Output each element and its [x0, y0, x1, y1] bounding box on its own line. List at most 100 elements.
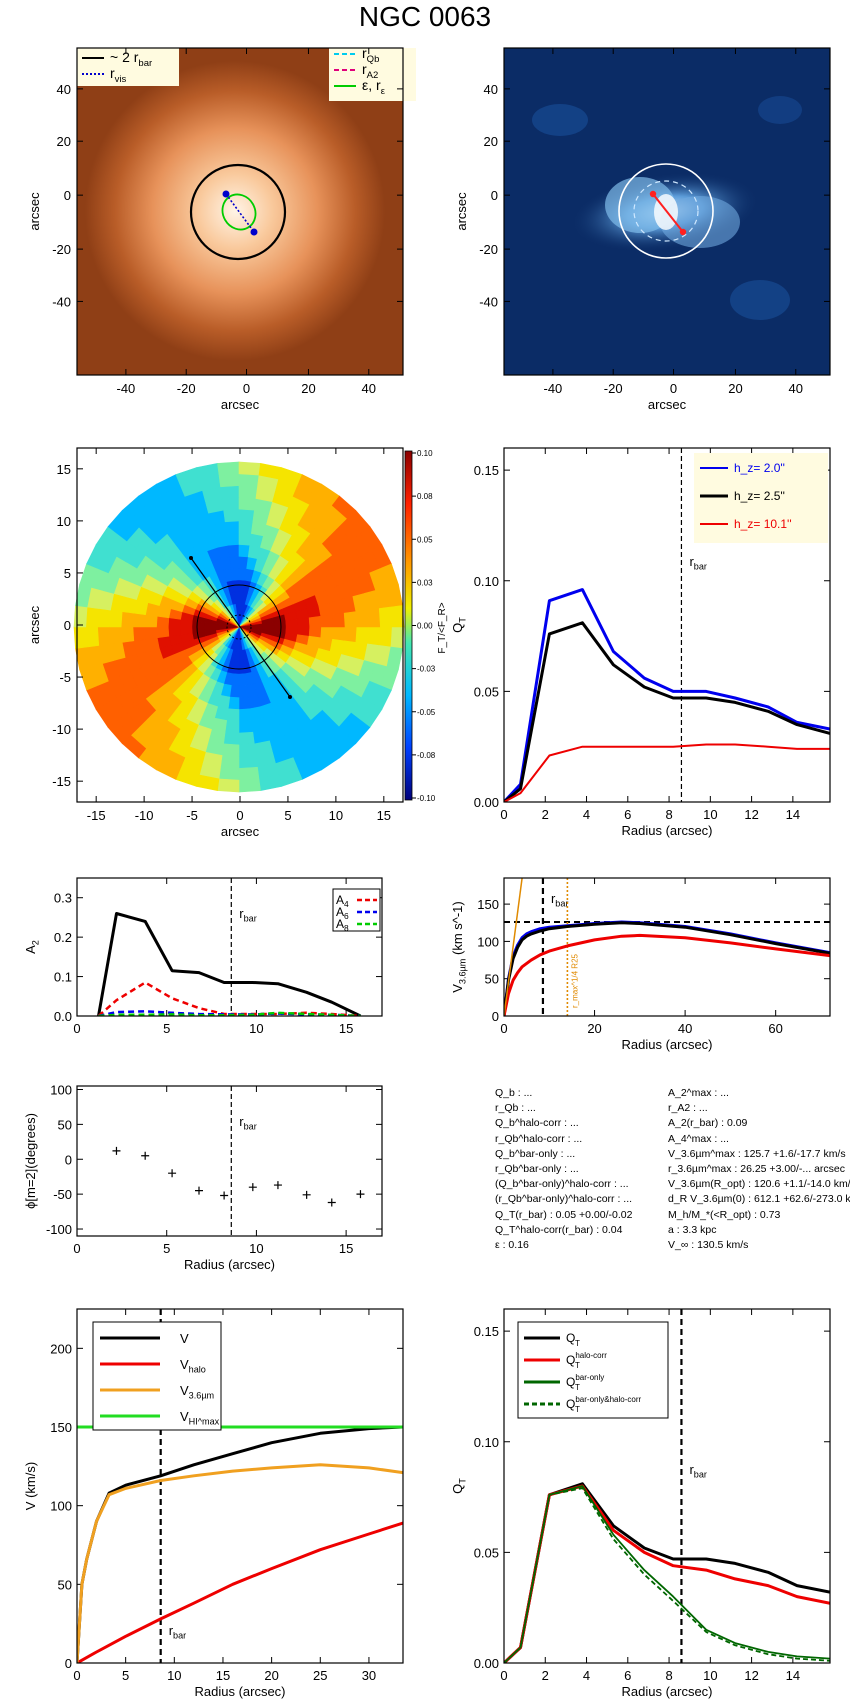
plot-frame — [503, 877, 831, 1017]
y-axis-label: A2 — [23, 940, 40, 954]
y-tick-label: 100 — [50, 1082, 72, 1097]
ratio-cell — [343, 626, 358, 643]
ratio-cell — [85, 626, 100, 648]
x-tick-label: 15 — [339, 1021, 353, 1036]
bar-end-dot — [679, 228, 687, 236]
ratio-cell — [320, 614, 334, 628]
rbar-label: rbar — [169, 1623, 187, 1640]
legend-box-left — [77, 48, 179, 86]
legend-box — [92, 1321, 222, 1431]
x-axis-label: arcsec — [648, 397, 687, 412]
series-line — [504, 1484, 830, 1663]
x-tick-label: 14 — [786, 1668, 800, 1683]
x-tick-label: 15 — [339, 1241, 353, 1256]
chart-QT_profile: 0 2 4 6 8 10 12 14 0.00 0.05 0.10 0.15 Radius (arcse… — [450, 447, 831, 838]
x-tick-label: 20 — [587, 1021, 601, 1036]
x-tick-label: 20 — [728, 381, 742, 396]
ratio-cell — [120, 626, 135, 643]
legend-label: A4 — [336, 893, 349, 909]
y-tick-label: 100 — [50, 1499, 72, 1514]
residual-structure — [532, 96, 802, 320]
x-tick-label: 30 — [362, 1668, 376, 1683]
ratio-cell — [238, 743, 257, 757]
ratio-cell — [226, 708, 240, 722]
parameter-row: Q_T(r_bar) : 0.05 +0.00/-0.02 — [495, 1208, 633, 1221]
ratio-cell — [238, 497, 257, 511]
y-tick-label: 200 — [50, 1341, 72, 1356]
ratio-cell — [238, 708, 252, 722]
two-rbar-circle — [189, 163, 287, 261]
x-tick-label: -15 — [87, 808, 106, 823]
x-axis-label: Radius (arcsec) — [194, 1684, 285, 1699]
ratio-cell — [308, 615, 322, 628]
x-tick-label: 10 — [703, 807, 717, 822]
ratio-map — [73, 461, 405, 793]
plot-area — [97, 912, 362, 1016]
ratio-cell — [120, 611, 135, 628]
x-tick-label: 10 — [167, 1668, 181, 1683]
y-tick-label: 0.05 — [474, 1545, 499, 1560]
x-tick-label: 6 — [624, 1668, 631, 1683]
x-tick-label: 40 — [678, 1021, 692, 1036]
residual-axes: -40 -20 0 20 40 40 20 0 -20 -40 arcsec arcsec — [454, 48, 830, 412]
legend-box — [332, 888, 381, 932]
y-tick-label: 15 — [57, 462, 71, 477]
ratio-cell — [230, 567, 240, 581]
ratio-cell — [238, 485, 258, 499]
ratio-cell — [297, 617, 311, 628]
data-point — [302, 1190, 311, 1199]
legend-label: h_z= 10.1'' — [734, 517, 792, 531]
colorbar-tick-label: 0.08 — [417, 492, 433, 501]
parameter-row: A_2(r_bar) : 0.09 — [668, 1117, 748, 1130]
ratio-cell — [224, 720, 240, 734]
legend-label: Qbar-only&halo-corr T — [566, 1395, 641, 1414]
y-tick-label: 0.10 — [474, 1435, 499, 1450]
ratio-cell — [179, 626, 193, 636]
colorbar-ticks: 0.10 0.08 0.05 0.03 0.00 -0.03 -0.05 -0.08 -0.10 — [412, 449, 436, 803]
x-tick-label: 10 — [703, 1668, 717, 1683]
y-tick-label: 0.10 — [474, 574, 499, 589]
bar-end-dot — [649, 190, 657, 198]
x-tick-label: 15 — [377, 808, 391, 823]
legend-label: QT — [566, 1331, 580, 1348]
parameter-row: (r_Qb^bar-only)^halo-corr : ... — [495, 1193, 633, 1206]
two-rbar-circle — [618, 163, 714, 259]
force-ratio-map-panel: -15 -10 -5 0 5 10 15 15 10 5 0 -5 -10 -15 arcsec arcsec… — [27, 447, 448, 839]
x-tick-label: 0 — [500, 1668, 507, 1683]
x-tick-label: 5 — [284, 808, 291, 823]
ratio-cell — [238, 766, 260, 781]
parameter-row: V_3.6µm(R_opt) : 120.6 +1.1/-14.0 km/s — [668, 1178, 850, 1191]
data-point — [273, 1181, 282, 1190]
bar-end-dot — [250, 228, 258, 236]
y-tick-label: -50 — [53, 1187, 72, 1202]
ratio-cell — [238, 461, 261, 476]
ratio-cell — [238, 520, 254, 534]
ratio-cell — [238, 685, 249, 699]
ratio-cell — [109, 609, 123, 628]
parameter-row: A_2^max : ... — [668, 1087, 729, 1099]
chart-phase_m2: 0 5 10 15 100 50 0 -50 -100 Radius (arcsec) ϕ[m=2]… — [23, 1082, 383, 1272]
y-axis-label: ϕ[m=2](degrees) — [23, 1113, 38, 1209]
colorbar-tick-label: -0.08 — [417, 751, 436, 760]
series-line — [77, 1425, 403, 1663]
legend-label: rQb — [362, 45, 379, 65]
x-tick-label: 0 — [500, 807, 507, 822]
legend-box-right — [329, 48, 416, 101]
ratio-cell — [85, 606, 100, 628]
data-point — [141, 1151, 150, 1160]
plot-frame — [503, 1308, 831, 1664]
y-tick-label: 20 — [57, 134, 71, 149]
x-axis-label: Radius (arcsec) — [621, 823, 712, 838]
series-line — [77, 1463, 403, 1663]
x-tick-label: -40 — [544, 381, 563, 396]
y-axis-label: QT — [450, 1478, 467, 1494]
rbar-label: rbar — [239, 1114, 257, 1131]
parameter-row: d_R V_3.6µm(0) : 612.1 +62.6/-273.0 km/s… — [668, 1193, 850, 1206]
ratio-cell — [229, 555, 240, 569]
ratio-cell — [367, 608, 381, 628]
y-tick-label: 0.2 — [54, 930, 72, 945]
data-point — [356, 1190, 365, 1199]
ratio-cell — [226, 532, 240, 546]
y-tick-label: 150 — [477, 897, 499, 912]
